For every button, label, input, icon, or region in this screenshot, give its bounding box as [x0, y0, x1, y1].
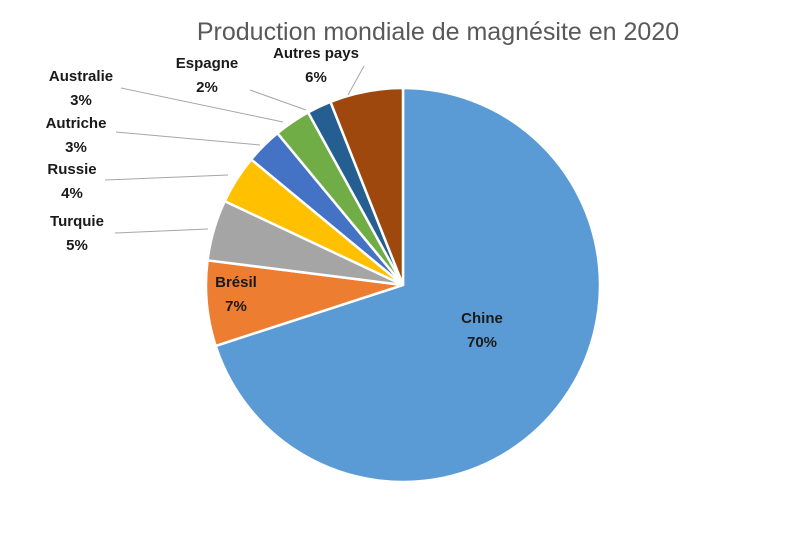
leader-line-australie — [120, 87, 284, 123]
leader-line-autres-pays — [347, 65, 365, 96]
slice-percent-label: 5% — [66, 237, 88, 254]
slice-percent-label: 4% — [61, 185, 83, 202]
slice-percent-label: 6% — [305, 69, 327, 86]
leader-line-turquie — [114, 228, 209, 234]
slice-name-label: Brésil — [215, 274, 257, 291]
data-label-chine: Chine 70% — [461, 310, 503, 351]
data-label-autres-pays: Autres pays 6% — [273, 45, 359, 86]
data-label-espagne: Espagne 2% — [176, 55, 239, 96]
leader-line-autriche — [115, 131, 261, 146]
data-label-bresil: Brésil 7% — [215, 274, 257, 315]
slice-name-label: Turquie — [50, 213, 104, 230]
labels-layer: Chine 70% Brésil 7% Turquie 5% Russie 4% Autrich… — [46, 45, 503, 351]
data-label-russie: Russie 4% — [47, 161, 96, 202]
slice-percent-label: 7% — [225, 298, 247, 315]
data-label-turquie: Turquie 5% — [50, 213, 104, 254]
slice-percent-label: 3% — [70, 92, 92, 109]
slice-name-label: Australie — [49, 68, 113, 85]
data-label-australie: Australie 3% — [49, 68, 113, 109]
slice-percent-label: 2% — [196, 79, 218, 96]
data-label-autriche: Autriche 3% — [46, 115, 107, 156]
pie-slice-chine — [214, 86, 602, 484]
slice-name-label: Chine — [461, 310, 503, 327]
slice-name-label: Espagne — [176, 55, 239, 72]
leader-line-espagne — [249, 89, 307, 111]
slice-name-label: Autres pays — [273, 45, 359, 62]
slice-percent-label: 70% — [467, 334, 497, 351]
slice-name-label: Russie — [47, 161, 96, 178]
slice-name-label: Autriche — [46, 115, 107, 132]
slice-percent-label: 3% — [65, 139, 87, 156]
slices-layer — [204, 86, 602, 484]
leader-lines-layer — [104, 65, 365, 234]
chart-title: Production mondiale de magnésite en 2020 — [197, 18, 679, 46]
pie-slice-autres-pays — [328, 86, 405, 286]
leader-line-russie — [104, 174, 229, 181]
